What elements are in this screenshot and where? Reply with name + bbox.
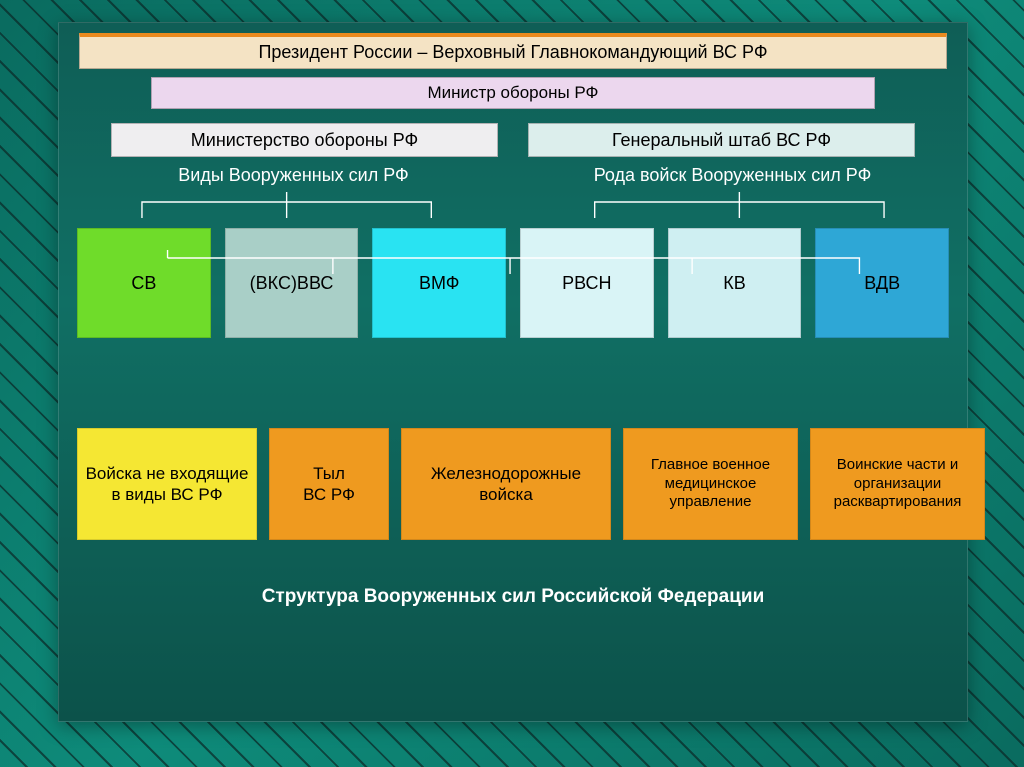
president-bar: Президент России – Верховный Главнокоман… bbox=[79, 33, 947, 69]
bottom-box-1: ТылВС РФ bbox=[269, 428, 389, 540]
branch-box-2: ВМФ bbox=[372, 228, 506, 338]
general-staff-box: Генеральный штаб ВС РФ bbox=[528, 123, 915, 157]
ministry-row: Министерство обороны РФ Генеральный штаб… bbox=[111, 123, 915, 157]
label-branches: Виды Вооруженных сил РФ bbox=[89, 165, 498, 186]
diagram-title: Структура Вооруженных сил Российской Фед… bbox=[71, 586, 955, 608]
branch-box-1: (ВКС)ВВС bbox=[225, 228, 359, 338]
connectors-top bbox=[77, 192, 949, 218]
branch-box-4: КВ bbox=[668, 228, 802, 338]
bottom-box-3: Главное военное медицинское управление bbox=[623, 428, 798, 540]
branch-box-3: РВСН bbox=[520, 228, 654, 338]
ministry-defense-box: Министерство обороны РФ bbox=[111, 123, 498, 157]
section-labels: Виды Вооруженных сил РФ Рода войск Воору… bbox=[89, 165, 937, 186]
connectors-bottom bbox=[77, 250, 949, 274]
branch-box-5: ВДВ bbox=[815, 228, 949, 338]
bottom-box-2: Железнодорожные войска bbox=[401, 428, 611, 540]
bottom-box-4: Воинские части и организации расквартиро… bbox=[810, 428, 985, 540]
branch-box-0: СВ bbox=[77, 228, 211, 338]
bottom-box-0: Войска не входящие в виды ВС РФ bbox=[77, 428, 257, 540]
bottom-grid: Войска не входящие в виды ВС РФТылВС РФЖ… bbox=[77, 428, 949, 540]
main-panel: Президент России – Верховный Главнокоман… bbox=[58, 22, 968, 722]
minister-bar: Министр обороны РФ bbox=[151, 77, 875, 109]
label-arms: Рода войск Вооруженных сил РФ bbox=[528, 165, 937, 186]
